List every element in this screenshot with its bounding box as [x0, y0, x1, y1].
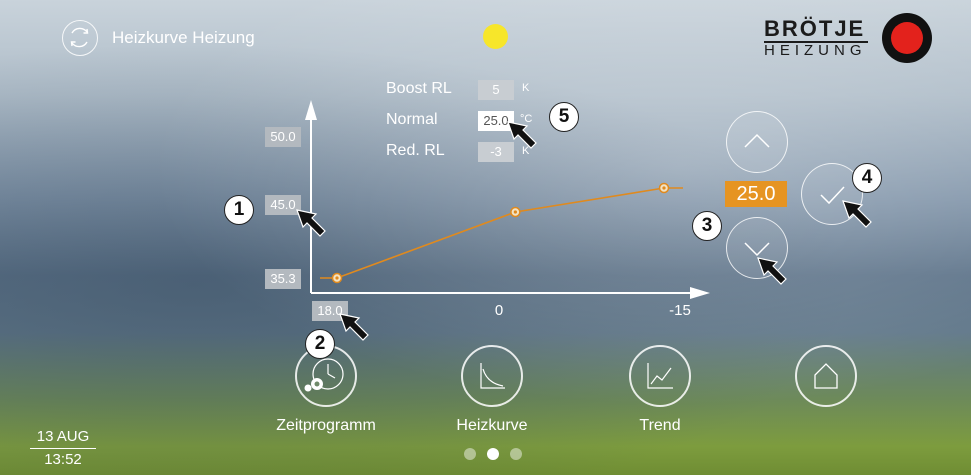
chevron-down-icon — [744, 242, 770, 257]
home-icon — [814, 363, 838, 389]
clock-gear-icon — [304, 358, 344, 392]
red-label: Red. RL — [386, 142, 445, 159]
annotation-badge-1: 1 — [224, 195, 254, 225]
x-axis-arrowhead — [690, 287, 710, 299]
boost-label: Boost RL — [386, 80, 452, 97]
logo-text-bottom: HEIZUNG — [764, 42, 867, 59]
x-tick-label: -15 — [669, 302, 691, 319]
series-group — [320, 182, 683, 284]
curve-line — [320, 187, 683, 279]
page-dot[interactable] — [464, 448, 476, 460]
setpoint-value: 25.0 — [725, 181, 787, 207]
logo-ring — [882, 13, 932, 63]
normal-field[interactable]: 25.0 — [478, 111, 514, 131]
page-dot[interactable] — [487, 448, 499, 460]
nav-label-zeitprogramm[interactable]: Zeitprogramm — [276, 417, 376, 434]
nav-label-trend[interactable]: Trend — [639, 417, 681, 434]
heating-curve-icon — [480, 363, 505, 389]
annotation-badge-5: 5 — [549, 102, 579, 132]
increase-button[interactable] — [726, 111, 788, 173]
red-field[interactable]: -3 — [478, 142, 514, 162]
normal-label: Normal — [386, 111, 438, 128]
boost-field[interactable]: 5 — [478, 80, 514, 100]
curve-point-center — [513, 210, 517, 214]
x-tick-label: 0 — [494, 302, 504, 319]
nav-heizkurve-button[interactable] — [461, 345, 523, 407]
y-tick-label[interactable]: 45.0 — [265, 195, 301, 215]
y-tick-label[interactable]: 35.3 — [265, 269, 301, 289]
nav-home-button[interactable] — [795, 345, 857, 407]
pagination — [464, 448, 534, 462]
trend-chart-icon — [647, 363, 673, 389]
page-title: Heizkurve Heizung — [112, 28, 255, 47]
logo-divider — [764, 41, 868, 43]
x-tick-label[interactable]: 18.0 — [312, 301, 348, 321]
boost-unit: K — [522, 82, 530, 94]
checkmark-icon — [820, 186, 845, 205]
red-unit: K — [522, 145, 530, 157]
logo-text-top: BRÖTJE — [764, 16, 866, 41]
page-dot[interactable] — [510, 448, 522, 460]
y-axis-arrowhead — [305, 100, 317, 120]
refresh-icon[interactable] — [62, 20, 98, 56]
nav-trend-button[interactable] — [629, 345, 691, 407]
date-label: 13 AUG — [36, 428, 90, 445]
curve-point-center — [335, 276, 339, 280]
annotation-badge-3: 3 — [692, 211, 722, 241]
logo-red-dot — [891, 22, 923, 54]
time-label: 13:52 — [44, 451, 82, 468]
sun-icon — [483, 24, 508, 49]
decrease-button[interactable] — [726, 217, 788, 279]
nav-label-heizkurve[interactable]: Heizkurve — [456, 417, 528, 434]
curve-point-center — [662, 186, 666, 190]
annotation-badge-4: 4 — [852, 163, 882, 193]
brand-logo: BRÖTJE HEIZUNG — [764, 12, 964, 63]
date-divider — [30, 448, 96, 449]
annotation-badge-2: 2 — [305, 329, 335, 359]
y-tick-label[interactable]: 50.0 — [265, 127, 301, 147]
chevron-up-icon — [744, 133, 770, 148]
